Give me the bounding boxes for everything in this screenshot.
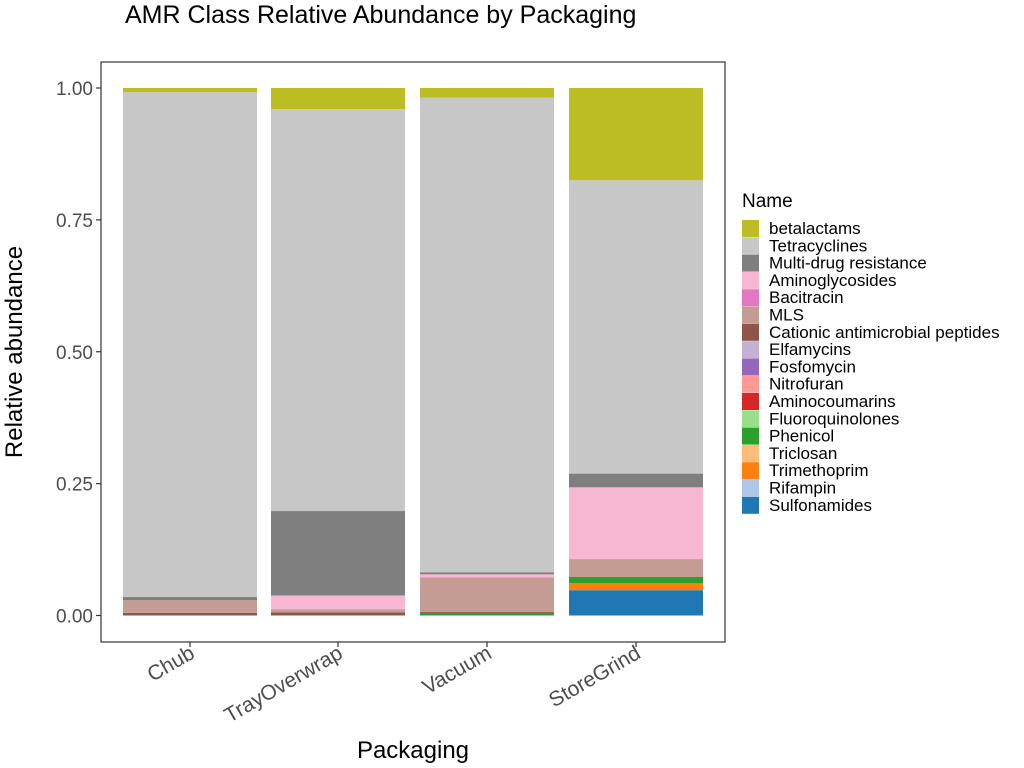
x-tick-label: Vacuum — [419, 641, 496, 699]
bar-segment — [569, 487, 703, 560]
legend-swatch — [742, 306, 759, 324]
bar-segment — [569, 583, 703, 591]
bar-segment — [271, 612, 405, 616]
y-tick-label: 0.50 — [56, 343, 93, 364]
legend-swatch — [742, 289, 759, 307]
y-axis: 0.00 0.25 0.50 0.75 1.00 — [56, 79, 101, 628]
legend-label: Sulfonamides — [769, 496, 872, 515]
legend-swatch — [742, 393, 759, 410]
bar-segment — [123, 600, 257, 613]
legend-label: Trimethoprim — [769, 461, 869, 480]
bar-segment — [271, 109, 405, 512]
y-tick-label: 1.00 — [56, 79, 93, 100]
legend-label: betalactams — [769, 219, 861, 238]
legend-swatch — [742, 341, 759, 359]
legend-label: Triclosan — [769, 444, 837, 463]
legend-label: Nitrofuran — [769, 375, 844, 394]
legend-swatch — [742, 427, 759, 445]
bar-segment — [420, 574, 554, 578]
legend-swatch — [742, 496, 759, 514]
bar-segment — [271, 609, 405, 613]
bar-segment — [123, 92, 257, 598]
legend-label: Fosfomycin — [769, 357, 856, 376]
legend-swatch — [742, 462, 759, 480]
legend-label: Bacitracin — [769, 288, 844, 307]
bar-segment — [123, 88, 257, 93]
y-axis-title: Relative abundance — [1, 246, 28, 458]
bar-segment — [569, 473, 703, 488]
legend-swatch — [742, 375, 759, 393]
x-tick-label: TrayOverwrap — [220, 641, 346, 727]
bars-layer — [123, 88, 703, 616]
bar-segment — [420, 97, 554, 573]
x-axis-title: Packaging — [357, 737, 469, 764]
y-tick-label: 0.00 — [56, 607, 93, 628]
bar-segment — [271, 511, 405, 596]
legend-swatch — [742, 220, 759, 237]
legend-label: MLS — [769, 306, 804, 325]
bar-segment — [569, 180, 703, 474]
legend-label: Aminoglycosides — [769, 271, 897, 290]
x-tick-label: Chub — [144, 641, 199, 686]
legend-swatch — [742, 271, 759, 289]
legend-label: Phenicol — [769, 427, 834, 446]
bar-segment — [123, 597, 257, 601]
legend-title: Name — [742, 191, 793, 212]
legend-swatch — [742, 410, 759, 428]
bar-segment — [123, 612, 257, 616]
legend-swatch — [742, 323, 759, 341]
bar-segment — [420, 577, 554, 612]
bar-segment — [271, 595, 405, 610]
legend-swatch — [742, 254, 759, 272]
bar-segment — [569, 576, 703, 584]
bar-segment — [569, 88, 703, 181]
y-tick-label: 0.25 — [56, 475, 93, 496]
bar-segment — [420, 612, 554, 616]
legend-swatch — [742, 237, 759, 255]
bar-segment — [420, 88, 554, 98]
legend-label: Fluoroquinolones — [769, 409, 899, 428]
legend-swatch — [742, 358, 759, 376]
x-tick-label: StoreGrind — [545, 641, 644, 712]
legend-label: Multi-drug resistance — [769, 254, 927, 273]
legend-swatch — [742, 444, 759, 462]
legend-label: Aminocoumarins — [769, 392, 896, 411]
legend-label: Rifampin — [769, 479, 836, 498]
legend-label: Cationic antimicrobial peptides — [769, 323, 1000, 342]
bar-segment — [420, 572, 554, 575]
bar-segment — [569, 590, 703, 616]
y-tick-label: 0.75 — [56, 211, 93, 232]
bar-segment — [271, 88, 405, 110]
legend: Name betalactamsTetracyclinesMulti-drug … — [742, 191, 1000, 515]
bar-segment — [420, 611, 554, 613]
legend-label: Tetracyclines — [769, 236, 867, 255]
x-axis: Chub TrayOverwrap Vacuum StoreGrind — [144, 641, 645, 727]
legend-label: Elfamycins — [769, 340, 851, 359]
bar-segment — [569, 559, 703, 577]
chart-title: AMR Class Relative Abundance by Packagin… — [125, 1, 636, 29]
legend-swatch — [742, 479, 759, 497]
